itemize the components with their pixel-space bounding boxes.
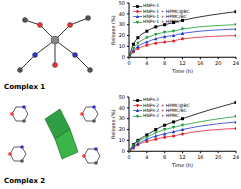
svg-text:24: 24 [233,60,234,66]
svg-text:16: 16 [197,154,203,160]
svg-text:20: 20 [119,126,125,132]
html-text:HNPs-1 + HPMC/BC: HNPs-1 + HPMC/BC [143,13,187,19]
svg-text:12: 12 [179,154,185,160]
svg-text:50: 50 [119,94,125,100]
html-text:HNPs-1 + HPMC@BC: HNPs-1 + HPMC@BC [143,8,190,14]
html-text:HNPs-2 + HPMC: HNPs-2 + HPMC [143,112,179,118]
svg-text:Time (h): Time (h) [171,162,193,168]
svg-text:4: 4 [145,154,148,160]
svg-text:0: 0 [127,154,130,160]
svg-text:Release (%): Release (%) [110,15,116,45]
svg-text:10: 10 [119,137,125,143]
html-text:HNPs-2: HNPs-2 [143,97,160,103]
svg-text:Release (%): Release (%) [110,109,116,139]
svg-text:16: 16 [197,60,203,66]
svg-text:4: 4 [145,60,148,66]
svg-text:12: 12 [179,60,185,66]
html-text:HNPs-1: HNPs-1 [143,3,160,9]
html-text:HNPs-2 + HPMC@BC: HNPs-2 + HPMC@BC [143,102,190,108]
svg-text:Time (h): Time (h) [171,68,193,74]
svg-text:0: 0 [122,54,125,60]
svg-text:8: 8 [163,60,166,66]
html-text:HNPs-1 + HPMC: HNPs-1 + HPMC [143,18,179,24]
svg-text:20: 20 [215,60,221,66]
html-text:HNPs-2 + HPMC/BC: HNPs-2 + HPMC/BC [143,107,187,113]
html-text:Complex 2: Complex 2 [4,177,46,185]
svg-text:0: 0 [122,148,125,154]
svg-text:10: 10 [119,43,125,49]
svg-text:40: 40 [119,11,125,17]
svg-text:30: 30 [119,115,125,121]
svg-text:20: 20 [119,32,125,38]
svg-text:50: 50 [119,0,125,6]
svg-text:20: 20 [215,154,221,160]
svg-text:40: 40 [119,105,125,111]
html-text:Complex 1: Complex 1 [4,83,46,91]
svg-text:24: 24 [233,154,234,160]
svg-text:30: 30 [119,21,125,27]
svg-text:8: 8 [163,154,166,160]
svg-text:0: 0 [127,60,130,66]
